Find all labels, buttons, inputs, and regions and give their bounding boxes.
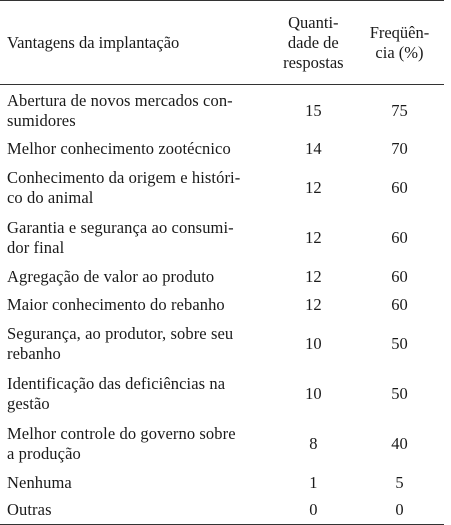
- row-frequency: 40: [391, 433, 408, 453]
- table-row: Melhor conhecimento zootécnico 14 70: [0, 135, 444, 163]
- row-frequency: 60: [391, 266, 408, 286]
- table-row: Garantia e segurança ao consumi- dor fin…: [0, 213, 444, 263]
- row-frequency: 50: [391, 333, 408, 353]
- row-quantity: 14: [305, 138, 322, 158]
- row-quantity: 15: [305, 101, 322, 121]
- row-advantage: Abertura de novos mercados con- sumidore…: [7, 91, 233, 131]
- header-quantity: Quanti- dade de respostas: [271, 0, 355, 85]
- table-row: Outras 0 0: [0, 496, 444, 525]
- row-quantity: 10: [305, 383, 322, 403]
- header-frequency-label: Freqüên- cia (%): [369, 22, 430, 62]
- row-quantity: 0: [271, 496, 355, 525]
- row-quantity: 12: [305, 177, 322, 197]
- row-advantage: Melhor controle do governo sobre a produ…: [7, 423, 236, 463]
- row-advantage: Conhecimento da origem e históri- co do …: [7, 167, 241, 207]
- table-row: Melhor controle do governo sobre a produ…: [0, 419, 444, 469]
- table-row: Abertura de novos mercados con- sumidore…: [0, 85, 444, 135]
- header-quantity-label: Quanti- dade de respostas: [283, 12, 344, 72]
- table-row: Agregação de valor ao produto 12 60: [0, 263, 444, 291]
- row-advantage: Melhor conhecimento zootécnico: [7, 138, 231, 158]
- table-row: Identificação das deficiências na gestão…: [0, 369, 444, 419]
- row-advantage: Agregação de valor ao produto: [7, 266, 215, 286]
- row-frequency: 75: [391, 101, 408, 121]
- header-advantages: Vantagens da implantação: [0, 0, 272, 85]
- row-advantage: Garantia e segurança ao consumi- dor fin…: [7, 217, 234, 257]
- row-quantity: 1: [309, 472, 318, 492]
- row-advantage: Identificação das deficiências na gestão: [7, 373, 226, 413]
- table-row: Segurança, ao produtor, sobre seu rebanh…: [0, 319, 444, 369]
- row-frequency: 50: [391, 383, 408, 403]
- row-advantage: Outras: [0, 496, 272, 525]
- table-row: Conhecimento da origem e históri- co do …: [0, 163, 444, 213]
- table-row: Maior conhecimento do rebanho 12 60: [0, 291, 444, 319]
- row-quantity: 8: [309, 433, 318, 453]
- table-header-row: Vantagens da implantação Quanti- dade de…: [0, 0, 444, 85]
- row-frequency: 70: [391, 138, 408, 158]
- row-advantage: Segurança, ao produtor, sobre seu rebanh…: [7, 323, 234, 363]
- table-row: Nenhuma 1 5: [0, 469, 444, 497]
- row-frequency: 60: [391, 227, 408, 247]
- row-frequency: 5: [395, 472, 404, 492]
- row-advantage: Nenhuma: [7, 472, 72, 492]
- row-frequency: 0: [354, 496, 444, 525]
- header-advantages-label: Vantagens da implantação: [7, 32, 180, 52]
- row-quantity: 12: [305, 227, 322, 247]
- row-quantity: 12: [305, 266, 322, 286]
- header-frequency: Freqüên- cia (%): [354, 0, 444, 85]
- row-frequency: 60: [391, 294, 408, 314]
- row-quantity: 12: [305, 294, 322, 314]
- row-advantage: Maior conhecimento do rebanho: [7, 294, 225, 314]
- row-frequency: 60: [391, 177, 408, 197]
- row-quantity: 10: [305, 333, 322, 353]
